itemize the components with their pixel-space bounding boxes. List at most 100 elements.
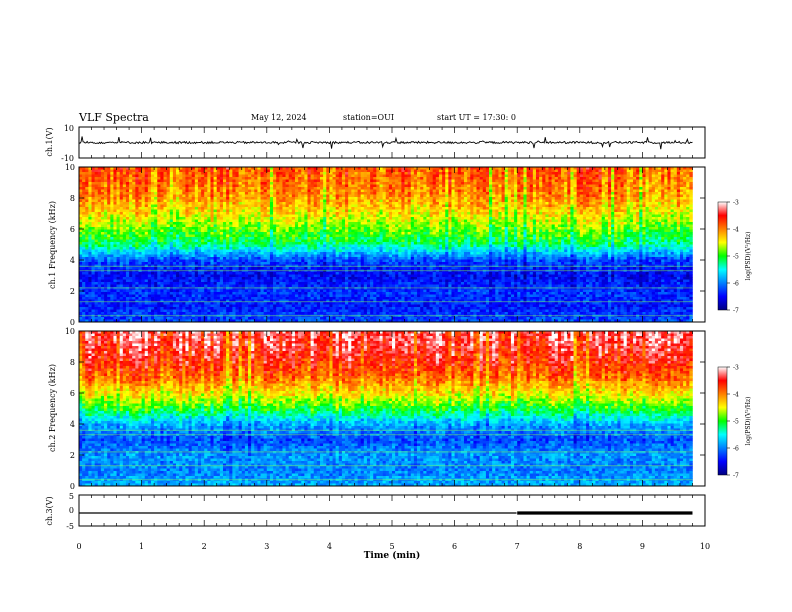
spectrogram-cell: [100, 177, 105, 180]
spectrogram-cell: [338, 184, 343, 188]
spectrogram-cell: [598, 189, 603, 193]
spectrogram-cell: [379, 199, 383, 203]
spectrogram-cell: [545, 212, 549, 215]
spectrogram-cell: [147, 169, 152, 173]
spectrogram-cell: [104, 184, 108, 188]
spectrogram-cell: [348, 187, 352, 190]
spectrogram-cell: [595, 192, 599, 195]
spectrogram-cell: [360, 209, 365, 213]
spectrogram-cell: [686, 187, 690, 190]
spectrogram-cell: [542, 192, 546, 195]
spectrogram-cell: [639, 214, 643, 218]
spectrogram-cell: [276, 189, 280, 193]
spectrogram-cell: [473, 222, 477, 225]
spectrogram-cell: [667, 182, 671, 185]
spectrogram-cell: [226, 172, 230, 175]
spectrogram-cell: [498, 189, 502, 193]
spectrogram-cell: [548, 182, 552, 185]
spectrogram-cell: [197, 172, 202, 175]
spectrogram-cell: [163, 184, 167, 188]
spectrogram-cell: [407, 182, 412, 185]
spectrogram-cell: [94, 227, 99, 230]
spectrogram-cell: [313, 177, 318, 180]
spectrogram-cell: [420, 172, 424, 175]
spectrogram-cell: [185, 184, 189, 188]
spectrogram-cell: [429, 209, 433, 213]
spectrogram-cell: [520, 189, 524, 193]
spectrogram-cell: [648, 194, 653, 198]
spectrogram-cell: [407, 207, 412, 210]
spectrogram-cell: [304, 209, 308, 213]
spectrogram-cell: [595, 177, 599, 180]
spectrogram-cell: [426, 197, 430, 200]
spectrogram-cell: [376, 209, 380, 213]
spectrogram-cell: [179, 214, 183, 218]
spectrogram-cell: [548, 204, 552, 208]
spectrogram-cell: [667, 224, 671, 228]
spectrogram-cell: [548, 179, 552, 183]
spectrogram-cell: [382, 199, 387, 203]
spectrogram-cell: [182, 172, 186, 175]
spectrogram-cell: [476, 184, 480, 188]
spectrogram-cell: [110, 174, 114, 178]
spectrogram-cell: [473, 209, 477, 213]
spectrogram-cell: [122, 177, 127, 180]
spectrogram-cell: [226, 167, 230, 170]
spectrogram-cell: [285, 194, 290, 198]
spectrogram-cell: [79, 189, 83, 193]
spectrogram-cell: [448, 182, 452, 185]
spectrogram-cell: [664, 214, 668, 218]
spectrogram-cell: [636, 214, 640, 218]
spectrogram-cell: [545, 172, 549, 175]
spectrogram-cell: [564, 182, 568, 185]
spectrogram-cell: [320, 219, 324, 223]
spectrogram-cell: [257, 207, 261, 210]
spectrogram-cell: [210, 172, 214, 175]
spectrogram-cell: [426, 209, 430, 213]
spectrogram-cell: [194, 167, 199, 170]
spectrogram-cell: [432, 224, 437, 228]
spectrogram-cell: [216, 202, 221, 205]
spectrogram-cell: [320, 204, 324, 208]
spectrogram-cell: [201, 212, 205, 215]
spectrogram-cell: [507, 172, 512, 175]
spectrogram-cell: [185, 222, 189, 225]
spectrogram-cell: [348, 217, 352, 220]
spectrogram-cell: [473, 199, 477, 203]
spectrogram-cell: [442, 194, 446, 198]
spectrogram-cell: [260, 174, 264, 178]
spectrogram-cell: [169, 194, 174, 198]
spectrogram-cell: [651, 207, 656, 210]
spectrogram-cell: [620, 207, 624, 210]
spectrogram-cell: [304, 207, 308, 210]
spectrogram-cell: [564, 174, 568, 178]
spectrogram-cell: [529, 192, 534, 195]
spectrogram-cell: [463, 224, 468, 228]
spectrogram-cell: [611, 219, 615, 223]
spectrogram-cell: [545, 204, 549, 208]
spectrogram-cell: [166, 214, 171, 218]
spectrogram-cell: [607, 199, 612, 203]
spectrogram-cell: [273, 222, 277, 225]
spectrogram-cell: [354, 172, 358, 175]
spectrogram-cell: [273, 199, 277, 203]
spectrogram-cell: [557, 174, 562, 178]
spectrogram-cell: [210, 177, 214, 180]
spectrogram-cell: [119, 189, 124, 193]
spectrogram-cell: [382, 174, 387, 178]
spectrogram-cell: [567, 169, 571, 173]
spectrogram-cell: [514, 212, 518, 215]
spectrogram-cell: [288, 199, 293, 203]
spectrogram-cell: [539, 179, 543, 183]
spectrogram-cell: [313, 167, 318, 170]
spectrogram-cell: [545, 224, 549, 228]
spectrogram-cell: [291, 197, 296, 200]
spectrogram-cell: [125, 212, 130, 215]
spectrogram-cell: [201, 187, 205, 190]
spectrogram-cell: [495, 209, 499, 213]
spectrogram-cell: [532, 217, 537, 220]
spectrogram-cell: [545, 189, 549, 193]
spectrogram-cell: [448, 222, 452, 225]
spectrogram-cell: [673, 209, 678, 213]
spectrogram-cell: [373, 212, 377, 215]
